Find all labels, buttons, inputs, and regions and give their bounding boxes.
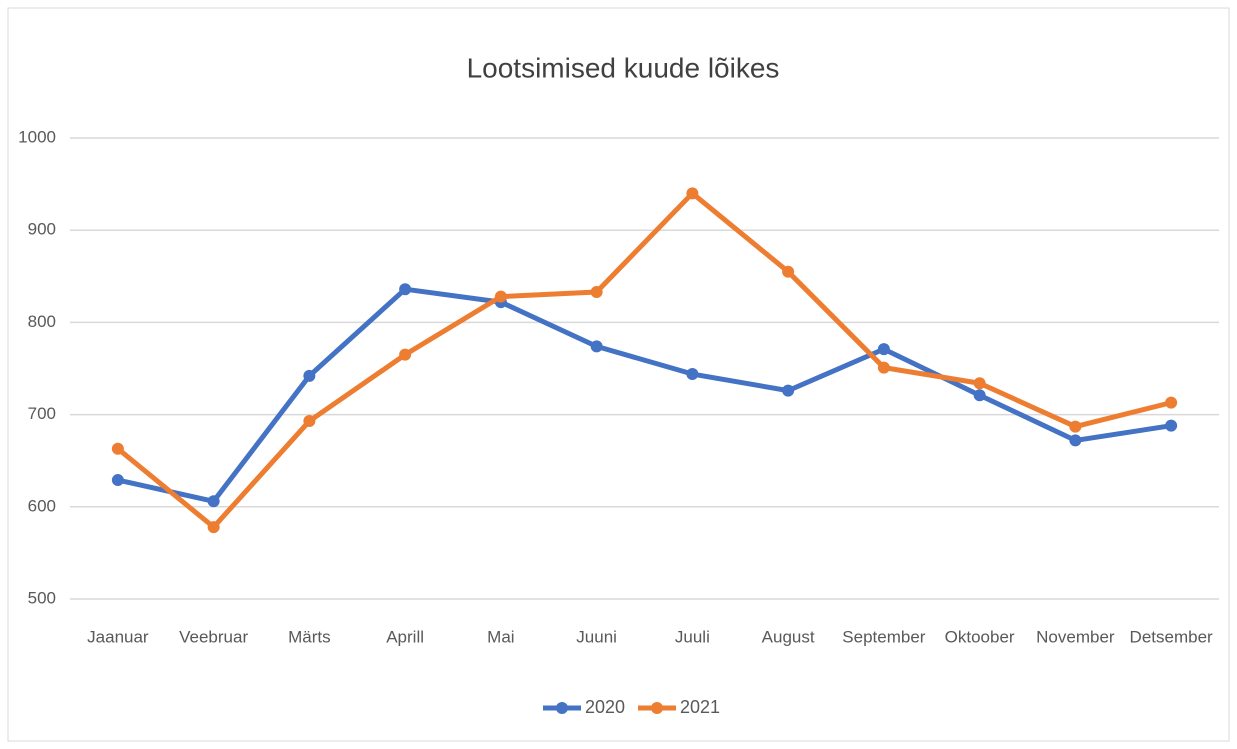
point-marker [877,343,890,356]
x-tick-label: Oktoober [945,627,1015,646]
x-tick-label: September [842,627,925,646]
y-tick-label: 600 [28,496,56,515]
legend-label: 2021 [680,697,720,717]
point-marker [1165,419,1178,432]
x-tick-label: Juuli [675,627,710,646]
x-tick-label: August [762,627,815,646]
point-marker [877,361,890,374]
series-line [117,286,1172,504]
chart-border [7,7,1230,742]
legend-marker [556,702,568,714]
chart-title: Lootsimised kuude lõikes [467,52,780,83]
x-tick-label: Märts [288,627,331,646]
point-marker [782,265,795,278]
legend-marker [651,702,663,714]
x-tick-label: Aprill [386,627,424,646]
point-marker [782,384,795,397]
point-marker [1069,420,1082,433]
y-tick-label: 700 [28,404,56,423]
point-marker [590,340,603,353]
y-tick-label: 800 [28,312,56,331]
x-tick-label: November [1036,627,1115,646]
legend-label: 2020 [585,697,625,717]
point-marker [111,442,124,455]
point-marker [1165,396,1178,409]
point-marker [686,368,699,381]
point-marker [207,495,220,508]
point-marker [399,348,412,361]
x-tick-label: Detsember [1130,627,1213,646]
series-line [116,190,1172,530]
x-tick-label: Jaanuar [87,627,149,646]
x-tick-label: Mai [487,627,514,646]
y-tick-label: 1000 [18,127,56,146]
point-marker [303,415,316,428]
x-tick-label: Veebruar [179,627,248,646]
y-tick-label: 500 [28,588,56,607]
point-marker [973,377,986,390]
point-marker [111,474,124,487]
point-marker [1069,434,1082,447]
point-marker [590,285,603,298]
point-marker [973,389,986,402]
y-tick-label: 900 [28,220,56,239]
point-marker [494,290,507,303]
point-marker [686,187,699,200]
point-marker [207,521,220,534]
point-marker [303,369,316,382]
x-tick-label: Juuni [576,627,617,646]
point-marker [399,283,412,296]
